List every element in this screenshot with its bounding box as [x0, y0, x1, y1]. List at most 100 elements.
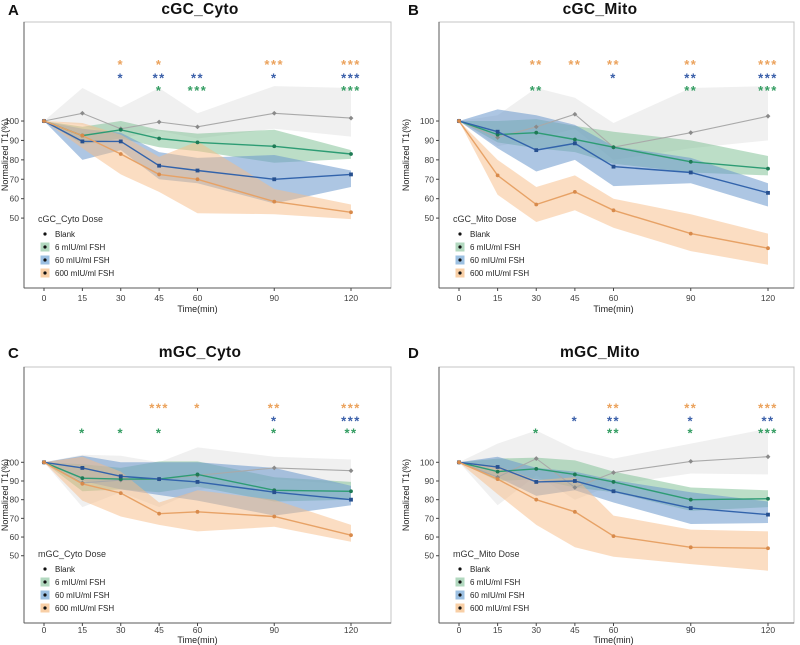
series-lines — [456, 454, 771, 551]
svg-text:30: 30 — [116, 293, 126, 303]
sig-green-90: * — [687, 426, 694, 441]
svg-text:60: 60 — [425, 532, 435, 542]
legend-item-label: 60 mIU/ml FSH — [55, 256, 110, 265]
svg-text:60: 60 — [609, 293, 619, 303]
panel-letter: B — [408, 2, 419, 19]
svg-text:70: 70 — [425, 513, 435, 523]
sig-blue-30: * — [117, 70, 124, 85]
sig-orange-45: ** — [568, 57, 581, 72]
sig-blue-90: * — [271, 413, 278, 428]
sig-blue-120: *** — [758, 70, 778, 85]
ribbon-orange — [459, 121, 768, 265]
legend-item-label: Blank — [470, 565, 491, 574]
legend-title: cGC_Mito Dose — [453, 214, 517, 224]
svg-text:15: 15 — [78, 293, 88, 303]
svg-text:0: 0 — [42, 293, 47, 303]
legend-item-label: Blank — [470, 230, 491, 239]
sig-orange-120: *** — [758, 400, 778, 415]
sig-orange-30: ** — [530, 57, 543, 72]
svg-text:100: 100 — [5, 457, 19, 467]
sig-green-30: * — [533, 426, 540, 441]
svg-text:90: 90 — [425, 476, 435, 486]
axes: 100 90 80 70 60 50 0 15 30 45 60 90 120 Normalized T1… — [0, 367, 391, 645]
svg-text:15: 15 — [493, 293, 503, 303]
legend-title: mGC_Cyto Dose — [38, 549, 106, 559]
svg-text:90: 90 — [686, 625, 696, 635]
sig-blue-90: ** — [684, 70, 697, 85]
svg-text:60: 60 — [425, 194, 435, 204]
panel-letter: C — [8, 345, 19, 362]
legend: cGC_Cyto Dose Blank 6 mIU/ml FSH 60 mIU/ml … — [38, 214, 114, 278]
sig-blue-60: * — [610, 70, 617, 85]
legend-item-label: Blank — [55, 230, 76, 239]
sig-orange-120: *** — [341, 57, 361, 72]
svg-text:60: 60 — [10, 194, 20, 204]
legend-item-label: 600 mIU/ml FSH — [470, 269, 529, 278]
svg-text:80: 80 — [425, 155, 435, 165]
panel-title: cGC_Cyto — [161, 1, 239, 18]
svg-text:80: 80 — [425, 495, 435, 505]
significance-markers: * ****** ************ — [79, 400, 361, 441]
legend-item-label: 600 mIU/ml FSH — [470, 604, 529, 613]
svg-text:80: 80 — [10, 155, 20, 165]
svg-text:80: 80 — [10, 495, 20, 505]
svg-text:60: 60 — [193, 625, 203, 635]
legend-item-label: Blank — [55, 565, 76, 574]
sig-blue-60: ** — [191, 70, 204, 85]
svg-text:50: 50 — [10, 213, 20, 223]
sig-green-45: * — [156, 83, 163, 98]
legend-title: cGC_Cyto Dose — [38, 214, 103, 224]
svg-text:60: 60 — [10, 532, 20, 542]
sig-green-45: * — [156, 426, 163, 441]
axes: 100 90 80 70 60 50 0 15 30 45 60 90 120 Normalized T1… — [401, 367, 794, 645]
legend-title: mGC_Mito Dose — [453, 549, 520, 559]
panel-A: * * * ** * ** *** *** * *** *** *** 100 90 80 70 60 50 0 15… — [0, 0, 400, 322]
svg-text:90: 90 — [10, 476, 20, 486]
ribbon-orange — [459, 462, 768, 571]
sig-green-120: *** — [341, 83, 361, 98]
series-lines — [456, 111, 771, 251]
sig-orange-45: *** — [149, 400, 169, 415]
legend-item-label: 600 mIU/ml FSH — [55, 269, 114, 278]
svg-text:15: 15 — [493, 625, 503, 635]
sig-green-30: * — [117, 426, 124, 441]
sig-blue-90: * — [687, 413, 694, 428]
panel-B: ** ** ** ** * ** ** ** *** *** *** 100 90 80 70 60 50 0 15… — [400, 0, 800, 322]
legend: cGC_Mito Dose Blank 6 mIU/ml FSH 60 mIU/ml … — [453, 214, 529, 278]
svg-text:120: 120 — [344, 293, 358, 303]
x-axis-label: Time(min) — [593, 304, 633, 314]
sig-orange-90: ** — [684, 57, 697, 72]
significance-markers: ************************ — [530, 57, 778, 98]
svg-text:70: 70 — [10, 513, 20, 523]
y-axis-label: Normalized T1(%) — [0, 119, 10, 191]
svg-text:45: 45 — [154, 293, 164, 303]
sig-green-120: ** — [344, 426, 357, 441]
series-lines — [41, 459, 354, 538]
sig-blue-120: ** — [761, 413, 774, 428]
sig-green-120: *** — [758, 426, 778, 441]
legend-item-label: 6 mIU/ml FSH — [470, 243, 520, 252]
sig-blue-120: *** — [341, 70, 361, 85]
y-axis-label: Normalized T1(%) — [0, 459, 10, 531]
sig-blue-90: * — [271, 70, 278, 85]
svg-text:45: 45 — [154, 625, 164, 635]
svg-text:0: 0 — [457, 625, 462, 635]
panel-letter: D — [408, 345, 419, 362]
y-axis-label: Normalized T1(%) — [401, 459, 411, 531]
svg-text:90: 90 — [686, 293, 696, 303]
legend-item-label: 6 mIU/ml FSH — [55, 243, 105, 252]
svg-text:70: 70 — [425, 174, 435, 184]
sig-orange-45: * — [156, 57, 163, 72]
x-axis-label: Time(min) — [177, 635, 217, 645]
sig-blue-45: ** — [153, 70, 166, 85]
panel-C: * * *** * * ** * * *** *** ** 100 90 80 70 60 50 0 15 30 45 6… — [0, 323, 400, 645]
sig-blue-120: *** — [341, 413, 361, 428]
svg-text:60: 60 — [609, 625, 619, 635]
svg-text:90: 90 — [270, 293, 280, 303]
sig-green-30: ** — [530, 83, 543, 98]
svg-text:50: 50 — [10, 551, 20, 561]
